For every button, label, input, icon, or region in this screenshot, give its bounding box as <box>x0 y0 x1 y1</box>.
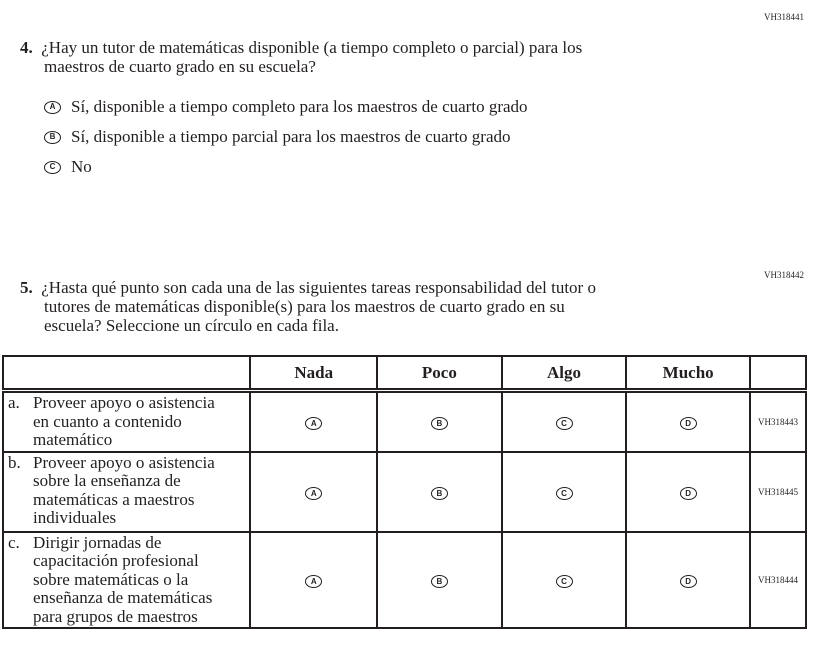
col-algo: Algo <box>500 355 628 393</box>
response-cell: D <box>625 530 752 629</box>
question-text: maestros de cuarto grado en su escuela? <box>44 57 316 76</box>
row-text: Proveer apoyo o asistencia <box>33 393 215 412</box>
option-a[interactable]: A Sí, disponible a tiempo completo para l… <box>44 92 528 122</box>
col-poco: Poco <box>376 355 503 393</box>
row-text: matemático <box>33 430 113 449</box>
response-cell: C <box>500 389 628 453</box>
bubble-a-icon[interactable]: A <box>305 417 323 431</box>
question-text: ¿Hay un tutor de matemáticas disponible … <box>41 38 583 57</box>
row-code: VH318445 <box>749 450 807 533</box>
bubble-b-icon[interactable]: B <box>44 130 61 144</box>
row-letter: c. <box>8 532 20 552</box>
bubble-c-icon[interactable]: C <box>555 575 573 589</box>
option-label: Sí, disponible a tiempo parcial para los… <box>71 127 511 146</box>
question-5: 5. ¿Hasta qué punto son cada una de las … <box>20 278 596 335</box>
option-c[interactable]: C No <box>44 152 528 182</box>
bubble-a-icon[interactable]: A <box>305 575 323 589</box>
response-grid: Nada Poco Algo Mucho a. Proveer apoyo o a… <box>1 355 807 629</box>
col-nada: Nada <box>249 355 379 393</box>
bubble-d-icon[interactable]: D <box>679 575 697 589</box>
response-cell: C <box>500 530 628 629</box>
bubble-c-icon[interactable]: C <box>555 417 573 431</box>
header-empty <box>1 355 252 393</box>
bubble-a-icon[interactable]: A <box>305 487 323 500</box>
response-cell: C <box>500 450 628 533</box>
bubble-b-icon[interactable]: B <box>430 487 448 500</box>
question-text: escuela? Seleccione un círculo en cada f… <box>44 316 339 335</box>
question-4: 4. ¿Hay un tutor de matemáticas disponib… <box>20 38 582 76</box>
table-row: c. Dirigir jornadas de capacitación profes… <box>1 530 807 629</box>
response-cell: A <box>249 530 379 629</box>
response-cell: A <box>249 450 379 533</box>
header-code <box>749 355 807 393</box>
row-letter: a. <box>8 393 20 412</box>
row-letter: b. <box>8 452 21 472</box>
bubble-d-icon[interactable]: D <box>679 487 697 500</box>
option-label: Sí, disponible a tiempo completo para lo… <box>71 97 528 116</box>
row-label: c. Dirigir jornadas de capacitación profes… <box>1 530 252 629</box>
question-number: 4. <box>20 38 33 57</box>
option-label: No <box>71 157 92 176</box>
response-cell: D <box>625 450 752 533</box>
response-cell: B <box>376 389 503 453</box>
bubble-c-icon[interactable]: C <box>44 160 61 174</box>
row-text: Dirigir jornadas de <box>33 532 162 552</box>
bubble-c-icon[interactable]: C <box>555 487 573 500</box>
row-code: VH318443 <box>749 389 807 453</box>
response-cell: D <box>625 389 752 453</box>
row-text: enseñanza de matemáticas <box>33 588 213 607</box>
row-text: capacitación profesional <box>33 551 199 570</box>
row-text: sobre la enseñanza de <box>33 471 181 490</box>
row-text: matemáticas a maestros <box>33 489 195 509</box>
row-text: Proveer apoyo o asistencia <box>33 452 215 472</box>
response-cell: A <box>249 389 379 453</box>
response-cell: B <box>376 450 503 533</box>
row-text: individuales <box>33 508 117 527</box>
row-label: b. Proveer apoyo o asistencia sobre la ens… <box>1 450 252 533</box>
row-label: a. Proveer apoyo o asistencia en cuanto a … <box>1 389 252 453</box>
response-cell: B <box>376 530 503 629</box>
table-row: a. Proveer apoyo o asistencia en cuanto a … <box>1 389 807 453</box>
bubble-d-icon[interactable]: D <box>679 417 697 431</box>
question-number: 5. <box>20 278 33 297</box>
table-row: b. Proveer apoyo o asistencia sobre la ens… <box>1 450 807 533</box>
question-text: ¿Hasta qué punto son cada una de las sig… <box>41 278 596 297</box>
row-code: VH318444 <box>749 530 807 629</box>
row-text: en cuanto a contenido <box>33 411 182 431</box>
option-b[interactable]: B Sí, disponible a tiempo parcial para lo… <box>44 122 528 152</box>
bubble-b-icon[interactable]: B <box>430 575 448 589</box>
row-text: para grupos de maestros <box>33 606 198 626</box>
question-text: tutores de matemáticas disponible(s) par… <box>44 297 565 316</box>
q4-options: A Sí, disponible a tiempo completo para l… <box>44 92 528 182</box>
bubble-b-icon[interactable]: B <box>430 417 448 431</box>
row-text: sobre matemáticas o la <box>33 569 189 589</box>
question-code: VH318441 <box>764 12 804 22</box>
question-code: VH318442 <box>764 270 804 280</box>
col-mucho: Mucho <box>625 355 752 393</box>
bubble-a-icon[interactable]: A <box>44 100 61 114</box>
